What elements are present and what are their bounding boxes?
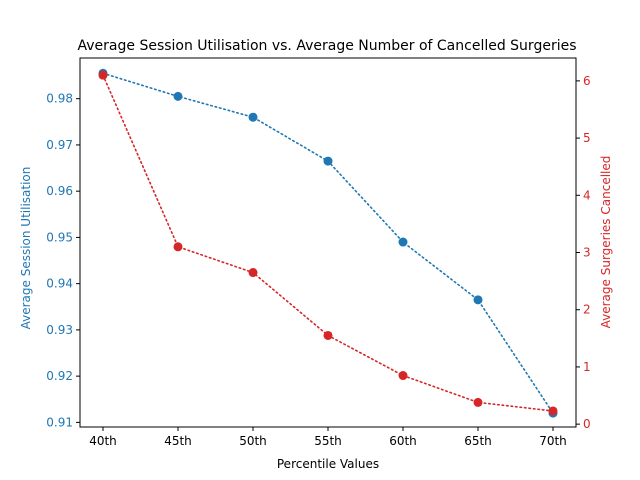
data-point-utilisation xyxy=(173,91,183,101)
y-left-tick-label: 0.97 xyxy=(46,138,73,152)
data-point-cancelled xyxy=(323,330,333,340)
chart-title: Average Session Utilisation vs. Average … xyxy=(78,38,577,54)
x-tick-label: 40th xyxy=(89,434,117,448)
series-line-cancelled xyxy=(102,74,554,412)
data-point-cancelled xyxy=(398,371,408,381)
data-point-cancelled xyxy=(473,397,483,407)
data-point-cancelled xyxy=(98,70,108,80)
x-tick-label: 60th xyxy=(389,434,417,448)
y-axis-left-label: Average Session Utilisation xyxy=(19,167,33,330)
y-left-tick-label: 0.96 xyxy=(46,184,73,198)
y-left-tick-label: 0.91 xyxy=(46,415,73,429)
y-left-tick-label: 0.95 xyxy=(46,230,73,244)
y-right-tick-label: 2 xyxy=(583,303,591,317)
x-tick-label: 45th xyxy=(164,434,192,448)
x-axis: 40th 45th 50th 55th 60th 65th 70th xyxy=(89,427,567,448)
y-right-tick-label: 1 xyxy=(583,360,591,374)
data-point-utilisation xyxy=(248,112,258,122)
y-right-tick-label: 0 xyxy=(583,417,591,431)
y-left-tick-label: 0.98 xyxy=(46,92,73,106)
data-point-utilisation xyxy=(323,156,333,166)
x-tick-label: 70th xyxy=(539,434,567,448)
y-right-tick-label: 4 xyxy=(583,188,591,202)
y-left-tick-label: 0.93 xyxy=(46,323,73,337)
x-axis-label: Percentile Values xyxy=(277,457,379,471)
y-left-tick-label: 0.94 xyxy=(46,277,73,291)
series-layer xyxy=(98,68,558,418)
y-axis-right: 0 1 2 3 4 5 6 xyxy=(576,74,591,431)
data-point-utilisation xyxy=(398,237,408,247)
data-point-cancelled xyxy=(173,242,183,252)
x-tick-label: 50th xyxy=(239,434,267,448)
y-right-tick-label: 3 xyxy=(583,246,591,260)
plot-area-frame xyxy=(79,57,577,428)
data-point-cancelled xyxy=(548,406,558,416)
x-tick-label: 55th xyxy=(314,434,342,448)
series-line-utilisation xyxy=(102,72,554,414)
y-axis-right-label: Average Surgeries Cancelled xyxy=(599,156,613,329)
y-left-tick-label: 0.92 xyxy=(46,369,73,383)
data-point-utilisation xyxy=(473,295,483,305)
x-tick-label: 65th xyxy=(464,434,492,448)
y-right-tick-label: 6 xyxy=(583,74,591,88)
data-point-cancelled xyxy=(248,268,258,278)
y-axis-left: 0.91 0.92 0.93 0.94 0.95 0.96 0.97 0.98 xyxy=(46,92,80,429)
y-right-tick-label: 5 xyxy=(583,131,591,145)
